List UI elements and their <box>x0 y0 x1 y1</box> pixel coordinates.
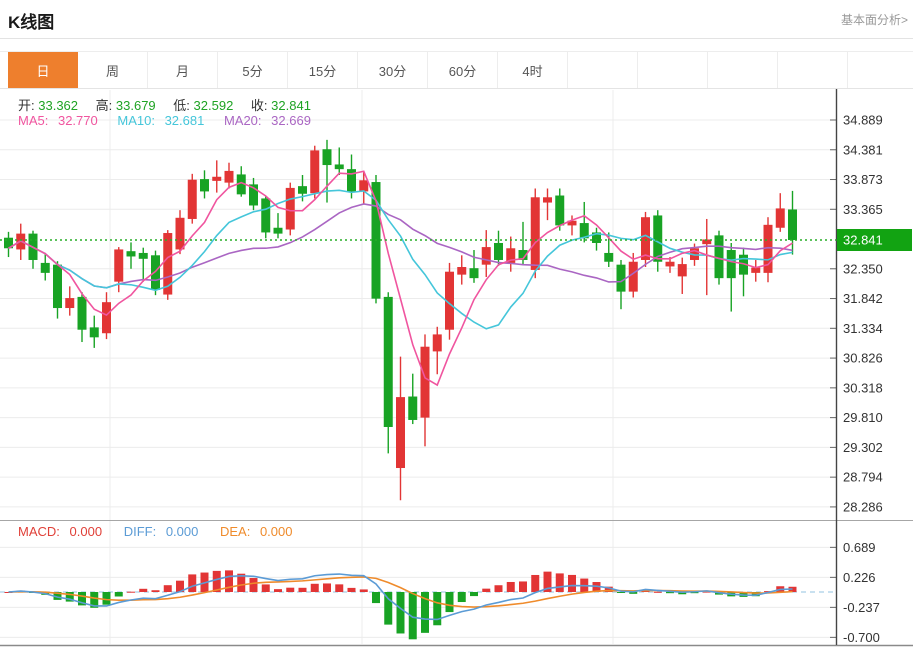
tab-15min[interactable]: 15分 <box>288 52 358 88</box>
svg-text:0.226: 0.226 <box>843 570 876 585</box>
macd-readout: MACD: 0.000 DIFF: 0.000 DEA: 0.000 <box>18 524 299 539</box>
ma10-line <box>8 189 793 330</box>
svg-text:33.365: 33.365 <box>843 202 883 217</box>
svg-text:34.889: 34.889 <box>843 112 883 127</box>
ma20-label: MA20: <box>223 113 262 128</box>
svg-text:0.689: 0.689 <box>843 540 876 555</box>
svg-text:31.842: 31.842 <box>843 291 883 306</box>
macd-axis: 0.689 0.226 -0.237 -0.700 <box>0 540 880 645</box>
tab-filler <box>708 52 778 88</box>
svg-text:30.826: 30.826 <box>843 351 883 366</box>
tab-week[interactable]: 周 <box>78 52 148 88</box>
macd-histogram <box>4 570 797 640</box>
svg-text:-0.700: -0.700 <box>843 630 880 645</box>
ma5-line <box>8 170 793 387</box>
current-price-badge: 32.841 <box>837 229 912 251</box>
svg-text:28.286: 28.286 <box>843 499 883 514</box>
svg-text:34.381: 34.381 <box>843 142 883 157</box>
price-axis: 34.889 34.381 33.873 33.365 32.350 31.842 31.3… <box>0 112 883 514</box>
macd-label: MACD: <box>18 524 60 539</box>
svg-text:-0.237: -0.237 <box>843 600 880 615</box>
low-value: 32.592 <box>193 98 234 113</box>
open-label: 开: <box>18 98 35 113</box>
interval-tabbar: 日周月 5分 15分 30分 60分 4时 <box>0 51 913 89</box>
fundamental-analysis-link[interactable]: 基本面分析> <box>840 13 908 27</box>
candles <box>4 139 797 501</box>
svg-text:28.794: 28.794 <box>843 470 883 485</box>
ma20-value: 32.669 <box>271 113 311 128</box>
dea-value: 0.000 <box>259 524 293 539</box>
tab-month[interactable]: 月 <box>148 52 218 88</box>
svg-text:33.873: 33.873 <box>843 172 883 187</box>
tab-filler <box>568 52 638 88</box>
tab-filler <box>848 52 913 88</box>
svg-text:31.334: 31.334 <box>843 321 883 336</box>
frame-lines <box>0 89 913 647</box>
tab-30min[interactable]: 30分 <box>358 52 428 88</box>
header-divider <box>0 38 913 39</box>
ohlc-readout: 开: 33.362 高: 33.679 低: 32.592 收: 32.841 <box>18 95 325 114</box>
ma5-value: 32.770 <box>57 113 98 128</box>
ma5-label: MA5: <box>18 113 49 128</box>
diff-value: 0.000 <box>165 524 199 539</box>
svg-text:29.810: 29.810 <box>843 410 883 425</box>
macd-value: 0.000 <box>69 524 103 539</box>
ma10-value: 32.681 <box>164 113 205 128</box>
high-label: 高: <box>95 98 113 113</box>
tab-day[interactable]: 日 <box>8 52 78 88</box>
svg-text:32.350: 32.350 <box>843 261 883 276</box>
ma-readout: MA5: 32.770 MA10: 32.681 MA20: 32.669 <box>18 113 317 128</box>
high-value: 33.679 <box>115 98 156 113</box>
ma20-line <box>8 203 793 289</box>
page-title: K线图 <box>8 13 55 32</box>
svg-text:29.302: 29.302 <box>843 440 883 455</box>
tab-60min[interactable]: 60分 <box>428 52 498 88</box>
close-value: 32.841 <box>271 98 311 113</box>
dea-label: DEA: <box>219 524 251 539</box>
ma10-label: MA10: <box>117 113 155 128</box>
tab-4hour[interactable]: 4时 <box>498 52 568 88</box>
open-value: 33.362 <box>38 98 79 113</box>
diff-label: DIFF: <box>123 524 157 539</box>
svg-text:30.318: 30.318 <box>843 380 883 395</box>
close-label: 收: <box>250 98 268 113</box>
diff-line <box>8 573 793 621</box>
tab-filler <box>638 52 708 88</box>
tab-5min[interactable]: 5分 <box>218 52 288 88</box>
tab-filler <box>778 52 848 88</box>
vertical-gridlines <box>109 90 614 644</box>
low-label: 低: <box>173 98 190 113</box>
svg-text:32.841: 32.841 <box>843 233 883 248</box>
